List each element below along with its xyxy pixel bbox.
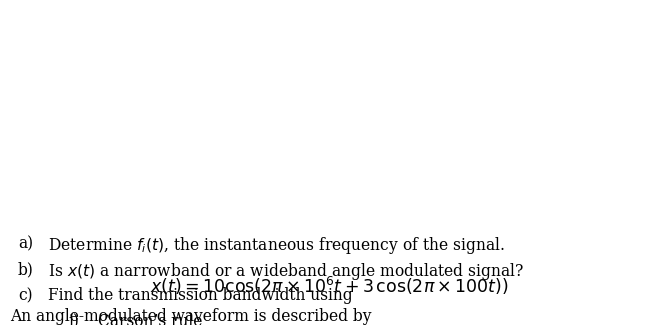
Text: Carson’s rule: Carson’s rule	[98, 313, 202, 325]
Text: Determine $f_i(t)$, the instantaneous frequency of the signal.: Determine $f_i(t)$, the instantaneous fr…	[48, 235, 505, 256]
Text: An angle-modulated waveform is described by: An angle-modulated waveform is described…	[10, 308, 372, 325]
Text: c): c)	[18, 287, 33, 304]
Text: b): b)	[18, 261, 34, 278]
Text: Is $x(t)$ a narrowband or a wideband angle modulated signal?: Is $x(t)$ a narrowband or a wideband ang…	[48, 261, 525, 282]
Text: $x(t) = 10\mathrm{cos}(2\pi \times 10^6t + 3\,\mathrm{cos}(2\pi \times 100t))$: $x(t) = 10\mathrm{cos}(2\pi \times 10^6t…	[150, 275, 508, 297]
Text: i): i)	[68, 313, 79, 325]
Text: a): a)	[18, 235, 33, 252]
Text: Find the transmission bandwidth using: Find the transmission bandwidth using	[48, 287, 353, 304]
